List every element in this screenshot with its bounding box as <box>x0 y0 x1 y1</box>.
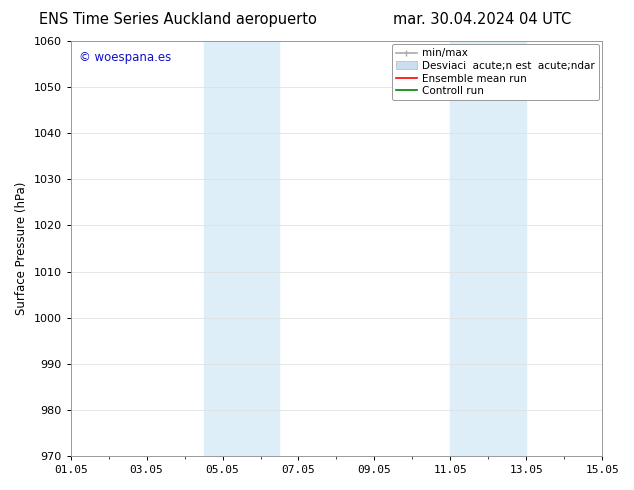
Text: © woespana.es: © woespana.es <box>79 51 171 64</box>
Bar <box>204 41 280 456</box>
Text: ENS Time Series Auckland aeropuerto: ENS Time Series Auckland aeropuerto <box>39 12 316 27</box>
Bar <box>450 41 526 456</box>
Text: mar. 30.04.2024 04 UTC: mar. 30.04.2024 04 UTC <box>392 12 571 27</box>
Legend: min/max, Desviaci  acute;n est  acute;ndar, Ensemble mean run, Controll run: min/max, Desviaci acute;n est acute;ndar… <box>392 44 599 100</box>
Y-axis label: Surface Pressure (hPa): Surface Pressure (hPa) <box>15 182 28 315</box>
